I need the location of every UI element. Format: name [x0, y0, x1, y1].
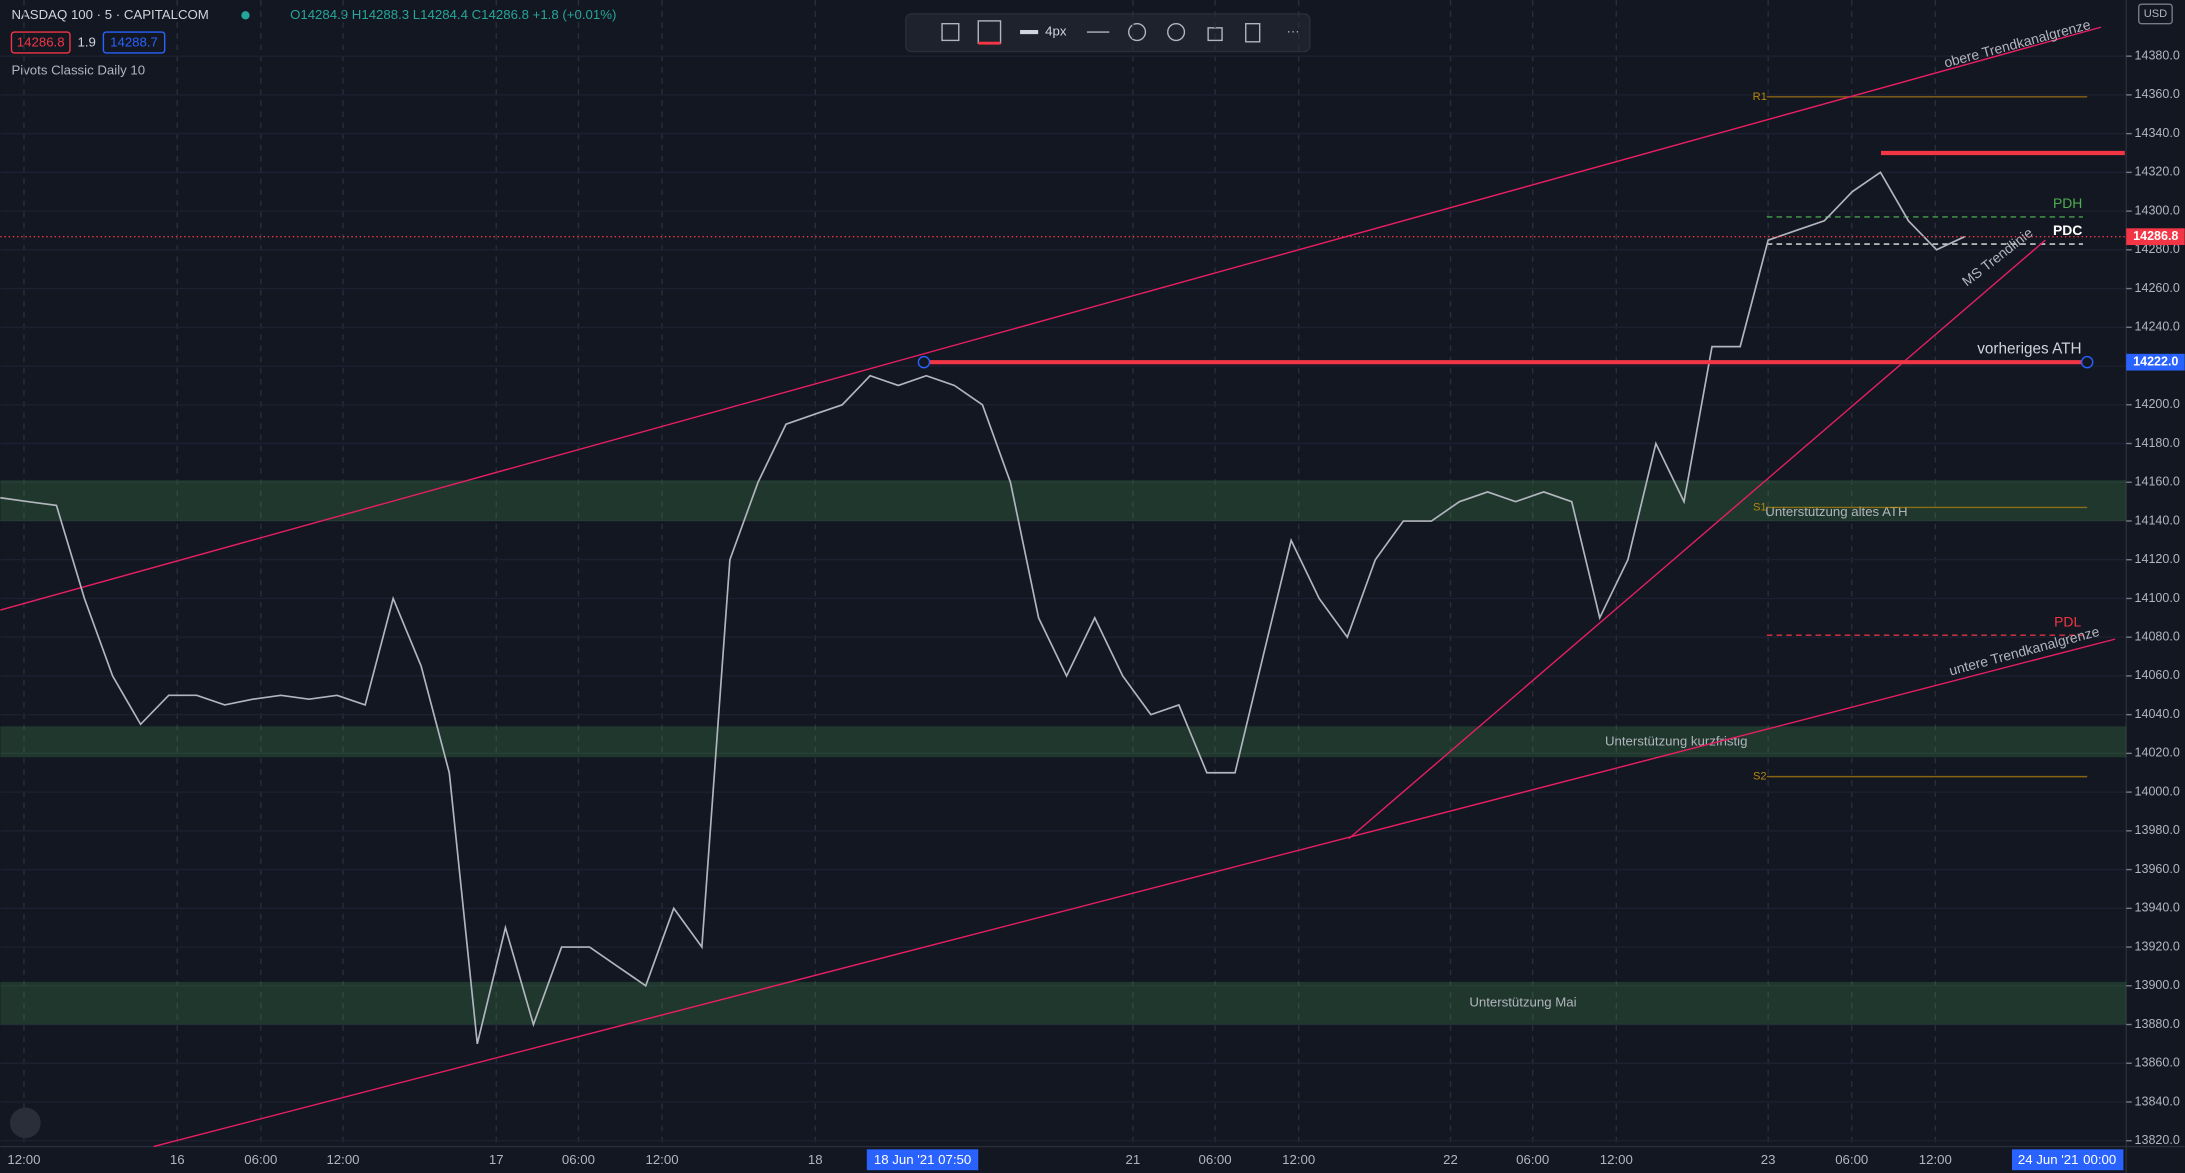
y-tick-label: 13880.0	[2135, 1017, 2180, 1031]
x-tick-label: 12:00	[1600, 1152, 1633, 1167]
y-tick-label: 13980.0	[2135, 823, 2180, 837]
y-tick-label: 13960.0	[2135, 862, 2180, 876]
pivot-label: S2	[1753, 771, 1767, 783]
y-tick-label: 13860.0	[2135, 1056, 2180, 1070]
header: NASDAQ 100 · 5 · CAPITALCOM O14284.9 H14…	[10, 7, 616, 78]
x-tick-label: 16	[170, 1152, 185, 1167]
y-tick-label: 14000.0	[2135, 784, 2180, 798]
price-tag	[2126, 228, 2185, 246]
x-cursor-tag	[866, 1149, 979, 1171]
indicator: Pivots Classic Daily 10	[11, 63, 145, 78]
y-tick-label: 14060.0	[2135, 668, 2180, 682]
y-tick-label: 14100.0	[2135, 591, 2180, 605]
status-dot	[241, 11, 250, 20]
y-tick-label: 14180.0	[2135, 436, 2180, 450]
trend-line	[1348, 239, 2046, 840]
x-tick-label: 06:00	[1199, 1152, 1232, 1167]
trend-line	[0, 26, 2102, 611]
y-tick-label: 14380.0	[2135, 48, 2180, 62]
x-tick-label: 06:00	[244, 1152, 277, 1167]
support-zone	[0, 480, 2127, 521]
y-tick-label: 14300.0	[2135, 203, 2180, 217]
y-tick-label: 14260.0	[2135, 281, 2180, 295]
spread: 1.9	[77, 35, 95, 50]
x-tick-label: 00:00	[2083, 1152, 2116, 1167]
price-tag	[2126, 353, 2185, 371]
x-tick-label: 06:00	[1835, 1152, 1868, 1167]
y-tick-label: 14320.0	[2135, 165, 2180, 179]
y-tick-label: 13840.0	[2135, 1094, 2180, 1108]
pivot-label: PDC	[2053, 222, 2082, 238]
anchor-point	[2080, 355, 2094, 369]
alert-button[interactable]	[1167, 22, 1186, 42]
pivot-label: R1	[1753, 91, 1767, 103]
y-tick-label: 14160.0	[2135, 475, 2180, 489]
x-tick-label: 17	[489, 1152, 504, 1167]
x-tick-label: 12:00	[645, 1152, 678, 1167]
y-tick-label: 13900.0	[2135, 978, 2180, 992]
y-tick-label: 14140.0	[2135, 513, 2180, 527]
y-tick-label: 14020.0	[2135, 746, 2180, 760]
bid: 14286.8	[17, 35, 65, 50]
y-tick-label: 14040.0	[2135, 707, 2180, 721]
symbol: NASDAQ 100 · 5 · CAPITALCOM	[11, 7, 208, 22]
price-tag-label: 14222.0	[2133, 354, 2178, 368]
support-zone	[0, 981, 2127, 1025]
price-line	[0, 171, 1965, 1045]
width-label[interactable]: 4px	[1045, 24, 1067, 39]
price-tag-label: 14286.8	[2133, 229, 2178, 243]
y-tick-label: 13920.0	[2135, 939, 2180, 953]
zone-label: Unterstützung kurzfristig	[1605, 733, 1748, 748]
y-tick-label: 14240.0	[2135, 320, 2180, 334]
ohlc: O14284.9 H14288.3 L14284.4 C14286.8 +1.8…	[290, 7, 616, 22]
x-tick-label: 12:00	[1282, 1152, 1315, 1167]
currency-box[interactable]	[2138, 3, 2173, 25]
ask-box[interactable]	[102, 31, 166, 54]
trend-line	[153, 638, 2116, 1148]
settings-button[interactable]	[1128, 22, 1147, 42]
currency: USD	[2144, 8, 2167, 20]
zone-label: Unterstützung Mai	[1469, 995, 1576, 1010]
x-tick-label: 12:00	[7, 1152, 40, 1167]
toolbar: 4px ···	[905, 13, 1311, 53]
anchor-point	[917, 355, 931, 369]
bid-box[interactable]	[10, 31, 71, 54]
logo[interactable]	[10, 1107, 41, 1139]
support-zone	[0, 726, 2127, 758]
pivot-label: PDH	[2053, 195, 2082, 211]
level-label: vorheriges ATH	[1977, 341, 2081, 358]
x-tick-label: 22	[1443, 1152, 1458, 1167]
y-tick-label: 14280.0	[2135, 242, 2180, 256]
delete-button[interactable]	[1245, 22, 1261, 43]
pivot-label: PDL	[2054, 613, 2081, 629]
y-tick-label: 13940.0	[2135, 901, 2180, 915]
x-tick-label: 24 Jun '21	[2018, 1152, 2079, 1167]
y-tick-label: 14080.0	[2135, 629, 2180, 643]
template-button[interactable]	[941, 22, 960, 42]
pivot-label: S1	[1753, 501, 1767, 513]
y-tick-label: 14360.0	[2135, 87, 2180, 101]
x-tick-label: 18 Jun '21 07:50	[874, 1152, 971, 1167]
y-tick-label: 14340.0	[2135, 126, 2180, 140]
x-tick-label: 06:00	[562, 1152, 595, 1167]
x-tick-label: 12:00	[326, 1152, 359, 1167]
x-cursor-tag	[2011, 1149, 2124, 1171]
y-tick-label: 14120.0	[2135, 552, 2180, 566]
ask: 14288.7	[110, 35, 158, 50]
x-tick-label: 21	[1126, 1152, 1141, 1167]
more-button[interactable]: ···	[1286, 24, 1299, 39]
toolbar-bg	[905, 13, 1311, 53]
x-tick-label: 12:00	[1919, 1152, 1952, 1167]
y-tick-label: 13820.0	[2135, 1133, 2180, 1147]
x-tick-label: 18	[808, 1152, 823, 1167]
zone-label: Unterstützung altes ATH	[1765, 504, 1907, 519]
x-tick-label: 06:00	[1516, 1152, 1549, 1167]
y-tick-label: 14200.0	[2135, 397, 2180, 411]
x-tick-label: 23	[1761, 1152, 1776, 1167]
